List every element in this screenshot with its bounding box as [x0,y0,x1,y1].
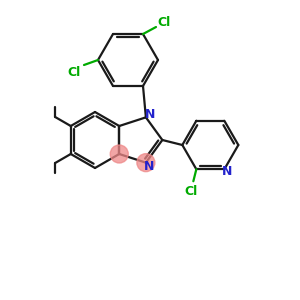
Circle shape [137,154,155,172]
Text: N: N [144,160,154,173]
Text: Cl: Cl [68,65,81,79]
Text: N: N [222,165,232,178]
Text: Cl: Cl [185,185,198,198]
Text: Cl: Cl [158,16,171,28]
Circle shape [110,145,128,163]
Text: N: N [145,108,155,121]
